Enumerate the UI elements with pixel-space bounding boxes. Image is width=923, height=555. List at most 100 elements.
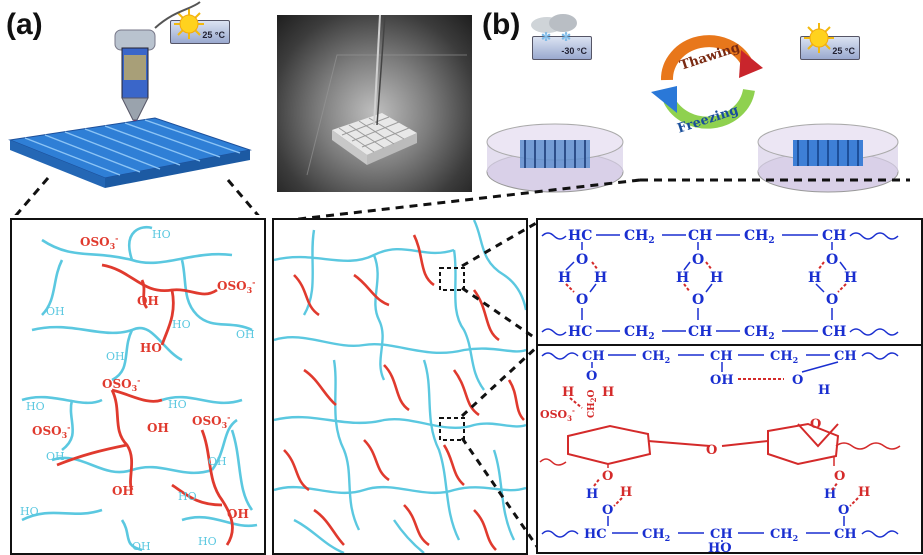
oso3-sup-4: -: [67, 422, 70, 432]
c-ring-o-1: O: [602, 469, 613, 484]
printed-scaffold: [8, 117, 252, 188]
ho-red-1: HO: [140, 341, 162, 355]
c-br-h-right: H: [858, 485, 870, 500]
oso3-sub-2: 3: [247, 285, 253, 295]
c-br-h-left: H: [824, 487, 836, 502]
oh-blue-4: OH: [46, 450, 65, 463]
ho-blue-6b: HO: [198, 535, 217, 548]
c-bl-o: O: [602, 503, 613, 518]
c-bot-ho: HO: [708, 541, 732, 552]
oso3-sup-2: -: [252, 277, 255, 287]
top-ch2-1-sub: 2: [648, 236, 654, 246]
c-top-h-3: H: [818, 383, 830, 398]
oso3-sub-1: 3: [110, 241, 116, 251]
freeze-thaw-cycle: Thawing Freezing: [651, 35, 763, 137]
hb2-o-top: O: [692, 252, 704, 268]
thaw-arrow-head: [739, 50, 763, 78]
oso3-label-3: OSO: [102, 377, 132, 391]
c-top-oh: OH: [710, 373, 734, 388]
oh-blue-2: OH: [106, 350, 125, 363]
svg-text:OSO3-: OSO3-: [80, 233, 118, 251]
svg-text:OSO3-: OSO3-: [217, 277, 255, 295]
hb3-h-right: H: [844, 270, 857, 286]
ho-blue-3: HO: [26, 400, 45, 413]
panel-b-label: (b): [482, 8, 521, 41]
hbond-group-1: O H H O: [558, 242, 607, 320]
bot-hc: HC: [568, 324, 592, 340]
top-ch-1: CH: [688, 228, 712, 244]
sun-icon: [174, 9, 204, 39]
zoom-box-top: [439, 267, 465, 291]
svg-text:CH2: CH2: [642, 349, 670, 365]
hb1-o-top: O: [576, 252, 588, 268]
c-top-ch2-2-sub: 2: [793, 355, 799, 365]
c-left-h-2: H: [602, 385, 614, 400]
svg-text:CH2: CH2: [642, 527, 670, 543]
svg-text:OSO3-: OSO3-: [102, 375, 140, 393]
c-bot-ch2-1: CH: [642, 527, 665, 542]
pva-hbond-drawing: HC CH2 CH CH2 CH HC CH2 CH CH2 CH: [541, 228, 899, 342]
polymer-network-box: [272, 218, 528, 555]
oso3-sup-5: -: [227, 412, 230, 422]
c-br-o: O: [838, 503, 849, 518]
bot-ch-2: CH: [822, 324, 846, 340]
c-top-ch-3: CH: [834, 349, 857, 364]
connector-lines: [289, 178, 910, 222]
hb2-h-right: H: [710, 270, 723, 286]
molecular-network-drawing: OSO3- OSO3- OH HO OSO3- OH OSO3- OSO3- O…: [20, 225, 258, 553]
hb3-h-left: H: [808, 270, 821, 286]
c-bot-ch2-2-sub: 2: [793, 533, 799, 543]
c-bl-h-left: H: [586, 487, 598, 502]
top-ch-2: CH: [822, 228, 846, 244]
c-bridge-o: O: [810, 417, 821, 432]
c-top-ch2-2: CH: [770, 349, 793, 364]
ho-blue-4: HO: [168, 398, 187, 411]
temp-badge-warm-b: 25 °C: [800, 23, 860, 60]
sun-icon: [804, 23, 834, 53]
petri-dish-left: [486, 123, 624, 193]
oso3-label-4: OSO: [32, 424, 62, 438]
oso3-label-1: OSO: [80, 235, 110, 249]
c-ring-o-2: O: [834, 469, 845, 484]
svg-text:✻: ✻: [561, 30, 571, 41]
svg-text:CH2: CH2: [624, 324, 655, 342]
svg-text:✻: ✻: [541, 30, 551, 41]
svg-text:OSO3-: OSO3-: [192, 412, 230, 430]
panel-a-label: (a): [6, 8, 43, 41]
oso3-label-2: OSO: [217, 279, 247, 293]
c-top-ch2-1-sub: 2: [665, 355, 671, 365]
hb2-o-bot: O: [692, 292, 704, 308]
oh-red-4: OH: [227, 507, 249, 521]
c-top-o-3: O: [792, 373, 803, 388]
ho-blue-2: HO: [172, 318, 191, 331]
c-bot-ch2-1-sub: 2: [665, 533, 671, 543]
svg-text:CH2: CH2: [770, 349, 798, 365]
petri-dish-right: [757, 123, 899, 193]
c-bot-hc: HC: [584, 527, 607, 542]
oso3-sub-3: 3: [132, 383, 138, 393]
ho-blue-6: HO: [178, 490, 197, 503]
oso3-sub-5: 3: [222, 420, 228, 430]
hb1-h-right: H: [594, 270, 607, 286]
scaffold-photo: [277, 14, 472, 192]
cloud-snow-icon: ✻ ✻: [531, 14, 577, 41]
oh-red-2: OH: [147, 421, 169, 435]
c-top-ch-1: CH: [582, 349, 605, 364]
c-oso3-sup: -: [572, 406, 575, 415]
hbond-group-2: O H H O: [676, 242, 723, 320]
ch2o-o: O: [587, 389, 597, 397]
c-bl-h-right: H: [620, 485, 632, 500]
pva-carrageenan-box: CH CH2 CH CH2 CH O OH O H H H: [536, 344, 923, 554]
ch2o-sub: 2: [589, 397, 598, 402]
oh-blue-5: OH: [208, 455, 227, 468]
oh-red-1: OH: [137, 294, 159, 308]
oso3-sup-3: -: [137, 375, 140, 385]
temp-badge-warm-a: 25 °C: [170, 9, 230, 44]
top-ch2-1: CH: [624, 228, 648, 244]
oh-blue-3: OH: [236, 328, 255, 341]
c-top-ch-2: CH: [710, 349, 733, 364]
ch2o-label: CH: [587, 402, 597, 418]
c-left-h-1: H: [562, 385, 574, 400]
c-bot-ch-2: CH: [834, 527, 857, 542]
